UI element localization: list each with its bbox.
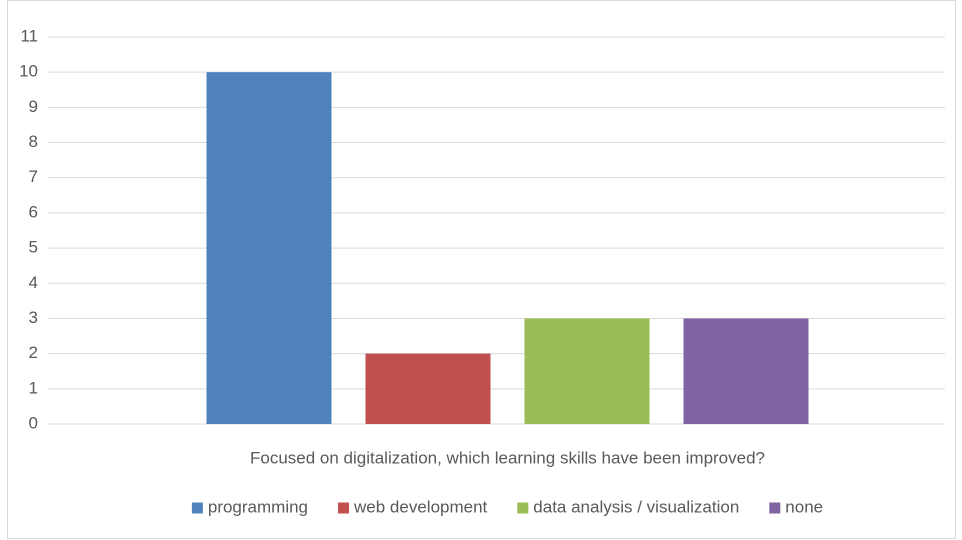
y-tick-label: 6 bbox=[29, 202, 38, 221]
legend-swatch bbox=[769, 502, 781, 514]
y-tick-label: 10 bbox=[19, 62, 38, 81]
bar bbox=[365, 353, 491, 424]
y-tick-label: 5 bbox=[29, 238, 38, 257]
bar bbox=[206, 72, 332, 424]
legend-label: web development bbox=[353, 497, 488, 516]
legend-label: programming bbox=[208, 497, 308, 516]
chart-border bbox=[7, 0, 956, 539]
bar bbox=[683, 318, 809, 424]
y-tick-label: 11 bbox=[20, 26, 38, 45]
y-tick-label: 7 bbox=[29, 167, 38, 186]
y-tick-label: 0 bbox=[29, 413, 38, 432]
legend-label: none bbox=[785, 497, 823, 516]
legend-label: data analysis / visualization bbox=[533, 497, 739, 516]
y-tick-label: 8 bbox=[29, 132, 38, 151]
legend-swatch bbox=[191, 502, 203, 514]
y-tick-label: 9 bbox=[29, 97, 38, 116]
y-tick-label: 1 bbox=[29, 378, 38, 397]
x-category-label: Focused on digitalization, which learnin… bbox=[250, 448, 765, 467]
y-tick-label: 3 bbox=[29, 308, 38, 327]
legend-swatch bbox=[338, 502, 350, 514]
bar bbox=[524, 318, 650, 424]
legend-swatch bbox=[517, 502, 529, 514]
y-tick-label: 2 bbox=[29, 343, 38, 362]
y-tick-label: 4 bbox=[29, 273, 38, 292]
